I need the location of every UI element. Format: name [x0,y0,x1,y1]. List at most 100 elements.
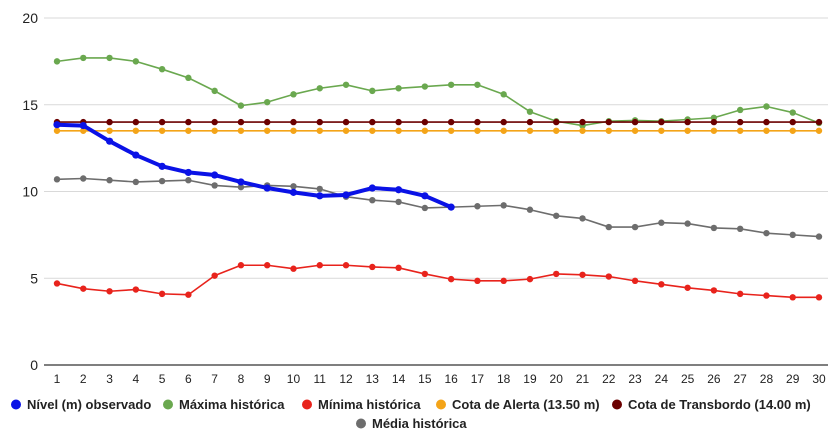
data-point [237,183,245,191]
data-point [421,127,429,134]
data-point [553,118,560,126]
x-tick-label: 5 [159,372,166,386]
data-point [211,182,218,189]
x-tick-label: 16 [444,372,458,386]
legend-marker [356,418,366,429]
legend-label: Mínima histórica [318,397,421,412]
data-point [526,118,534,126]
series-5 [53,175,823,240]
series-1 [53,54,823,129]
data-point [579,271,586,278]
data-point [710,224,718,232]
x-tick-label: 3 [106,372,113,386]
y-tick-label: 0 [30,357,38,373]
data-point [684,284,691,291]
data-point [290,127,297,134]
data-point [369,263,376,271]
data-point [316,262,323,269]
x-tick-label: 26 [707,372,721,386]
data-point [368,184,376,192]
x-tick-label: 30 [812,372,826,386]
legend-label: Máxima histórica [179,397,285,412]
data-point [106,288,113,295]
data-point [710,287,718,294]
data-point [605,273,612,280]
data-point [553,212,560,219]
data-point [474,118,481,126]
x-tick-label: 18 [497,372,511,386]
data-point [684,127,691,134]
legend-item[interactable]: Mínima histórica [302,397,421,412]
data-point [106,127,113,134]
data-point [579,118,586,126]
data-point [369,87,376,95]
data-point [342,262,350,269]
data-point [553,270,560,278]
x-tick-label: 21 [576,372,590,386]
x-tick-label: 23 [628,372,642,386]
data-point [105,137,114,145]
data-point [579,127,586,134]
data-point [316,85,323,92]
data-point [815,294,823,301]
data-point [395,198,402,206]
data-point [211,272,218,279]
data-point [605,223,612,231]
x-tick-label: 9 [264,372,271,386]
data-point [631,277,639,285]
x-tick-label: 6 [185,372,192,386]
data-point [658,281,665,288]
data-point [421,204,429,212]
data-point [447,81,455,88]
data-point [158,65,166,73]
data-point [237,262,245,269]
data-point [474,277,481,285]
data-point [264,262,271,269]
data-point [658,127,665,134]
data-point [316,185,323,193]
data-point [763,103,770,110]
data-point [500,118,507,126]
data-point [474,127,481,134]
x-tick-label: 17 [471,372,485,386]
x-tick-label: 15 [418,372,432,386]
data-point [526,127,534,134]
legend-item[interactable]: Média histórica [356,416,467,431]
data-point [553,127,560,134]
data-point [185,118,192,126]
data-point [658,219,665,226]
data-point [132,178,140,186]
data-point [789,118,796,126]
legend-item[interactable]: Cota de Alerta (13.50 m) [436,397,600,412]
data-point [395,127,402,134]
data-point [184,168,192,177]
data-point [237,127,245,134]
data-point [789,294,796,301]
gridlines [44,17,828,366]
series-line [56,177,820,238]
legend-item[interactable]: Cota de Transbordo (14.00 m) [612,397,811,412]
series-lines [53,54,823,301]
data-point [158,162,166,170]
data-point [80,175,87,182]
x-tick-label: 11 [314,372,327,386]
legend-item[interactable]: Máxima histórica [163,397,285,412]
data-point [264,118,271,126]
legend-item[interactable]: Nível (m) observado [11,397,151,412]
data-point [106,177,113,184]
legend-marker [11,399,21,410]
data-point [158,177,166,185]
x-tick-label: 28 [760,372,774,386]
data-point [290,265,297,272]
series-2 [53,262,823,301]
data-point [185,127,192,134]
x-tick-label: 25 [681,372,695,386]
x-axis-ticks: 1 2 3 4 5 6 7 8 9 10 11 12 13 14 15 16 17 18 19 20 21 22 23 24 2… [54,372,826,386]
series-0 [53,121,455,211]
data-point [53,176,61,183]
x-tick-label: 4 [132,372,139,386]
data-point [474,203,481,210]
x-tick-label: 20 [550,372,564,386]
data-point [447,275,455,283]
